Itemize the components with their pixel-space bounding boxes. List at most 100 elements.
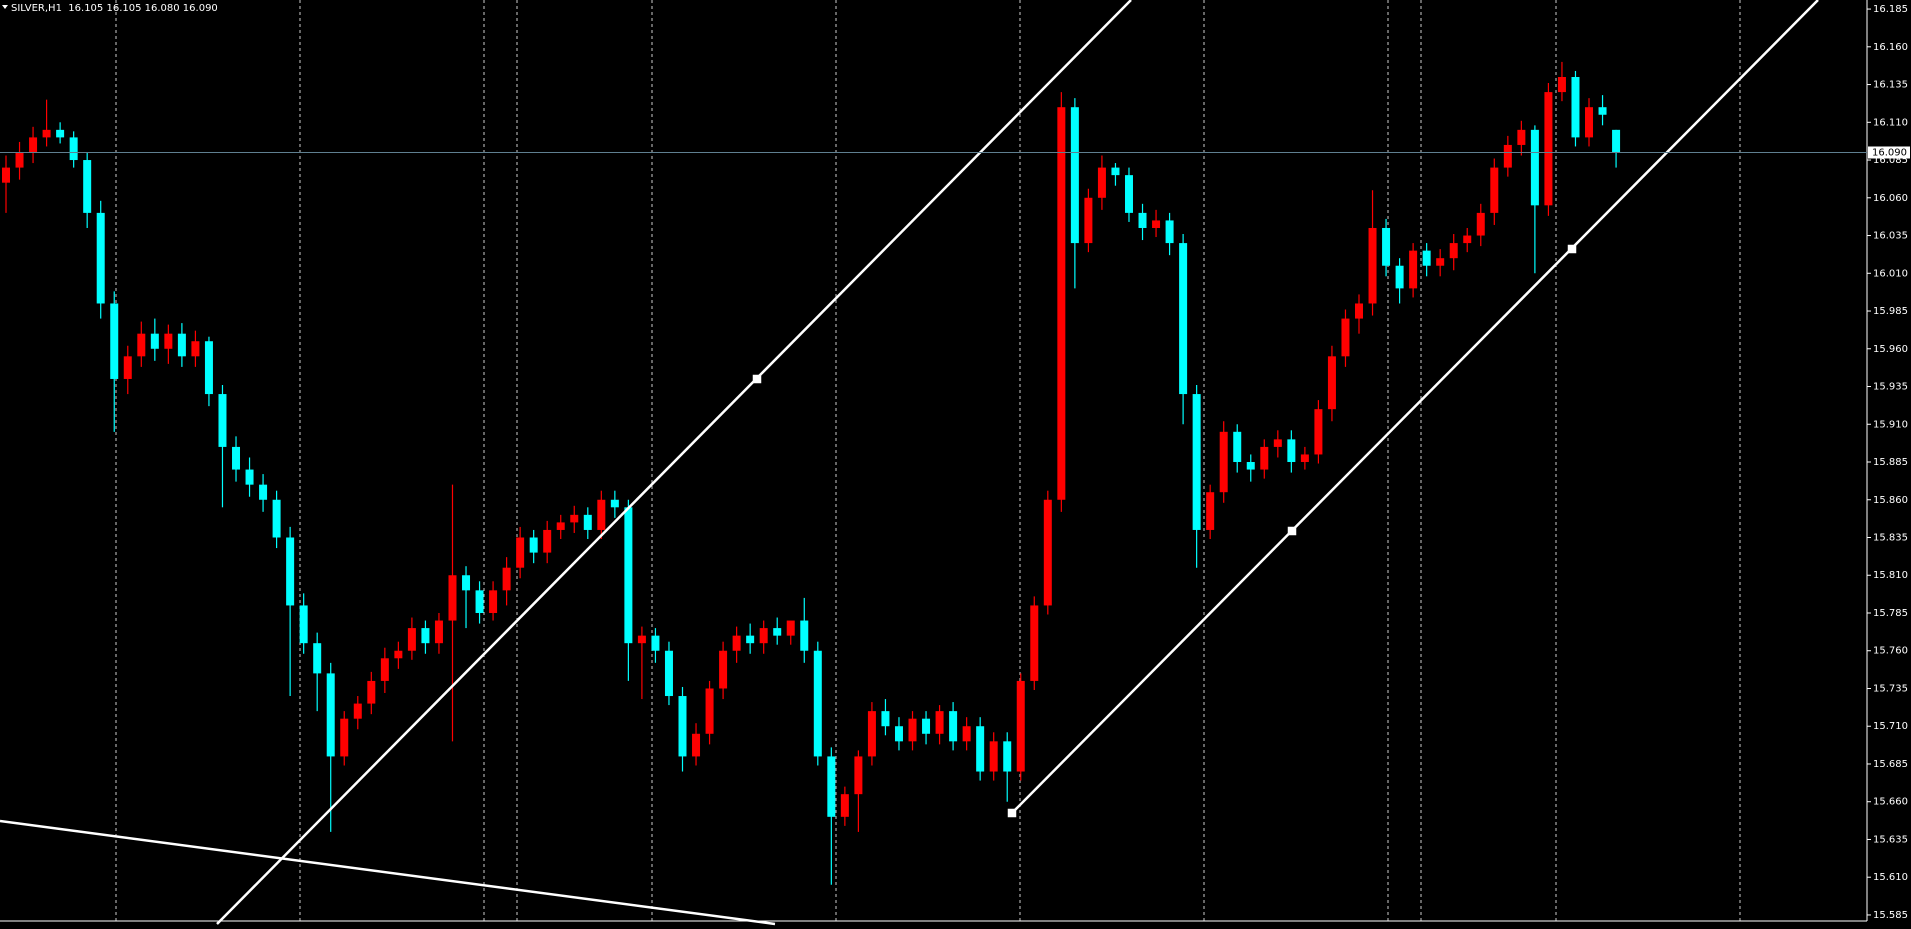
candle-body [150, 333, 159, 349]
y-tick-label: 16.085 [1873, 155, 1908, 166]
candle-body [1314, 409, 1323, 455]
menu-arrow[interactable] [2, 5, 8, 9]
candle-body [1476, 212, 1485, 236]
candle-body [1084, 197, 1093, 244]
candle-body [272, 499, 281, 538]
candle-body [1517, 129, 1526, 145]
y-tick-label: 16.135 [1873, 80, 1908, 91]
trendlines [0, 0, 1819, 926]
candle-body [1165, 220, 1174, 244]
candle-body [1612, 129, 1621, 153]
candle-body [394, 650, 403, 659]
candle-body [1070, 107, 1079, 244]
candle-body [719, 650, 728, 689]
candle-body [191, 341, 200, 357]
candle-body [69, 137, 78, 161]
candle-body [1422, 250, 1431, 266]
candle-body [773, 628, 782, 636]
candle-body [313, 643, 322, 674]
candle-body [1382, 227, 1391, 266]
current-price-label: 16.090 [1872, 147, 1907, 158]
current-price-box [1868, 146, 1910, 159]
candle-body [1003, 741, 1012, 772]
y-tick-label: 15.885 [1873, 457, 1908, 468]
candle-body [232, 446, 241, 470]
candle-body [326, 673, 335, 757]
candle-body [1449, 243, 1458, 259]
candle-body [448, 575, 457, 621]
candle-body [597, 499, 606, 530]
candle-body [813, 650, 822, 757]
candle-body [610, 499, 619, 508]
candle-body [1246, 462, 1255, 470]
candle-body [177, 333, 186, 357]
candle-body [502, 567, 511, 591]
y-tick-label: 15.660 [1873, 797, 1908, 808]
price-axis: 16.185 16.160 16.135 16.110 16.085 16.060 16.0… [1867, 4, 1908, 921]
candle-body [475, 590, 484, 613]
anchor [752, 374, 762, 384]
candle-body [1097, 167, 1106, 198]
candle-body [746, 635, 755, 644]
candle-body [1598, 107, 1607, 115]
candle-body [678, 696, 687, 757]
y-tick-label: 15.685 [1873, 759, 1908, 770]
candle-body [83, 160, 92, 213]
candle-body [42, 129, 51, 138]
y-tick-label: 15.710 [1873, 721, 1908, 732]
candle-body [894, 726, 903, 742]
candle-body [434, 620, 443, 644]
candle-body [1152, 220, 1161, 228]
candle-body [786, 620, 795, 636]
candle-body [935, 711, 944, 734]
candle-body [1138, 212, 1147, 228]
candle-body [421, 628, 430, 644]
candle-body [1219, 431, 1228, 493]
candle-body [164, 333, 173, 349]
candle-body [1544, 92, 1553, 206]
y-tick-label: 16.110 [1873, 117, 1908, 128]
candle-body [367, 680, 376, 704]
candle-body [664, 650, 673, 697]
candle-body [583, 514, 592, 530]
candle-body [1341, 318, 1350, 357]
y-tick-label: 15.760 [1873, 646, 1908, 657]
candle-body [1273, 439, 1282, 447]
y-tick-label: 15.735 [1873, 683, 1908, 694]
candle-body [110, 303, 119, 379]
y-tick-label: 15.810 [1873, 570, 1908, 581]
y-tick-label: 15.860 [1873, 495, 1908, 506]
candle-body [462, 575, 471, 591]
candle-body [1571, 77, 1580, 138]
candle-body [705, 688, 714, 734]
candle-body [1463, 235, 1472, 244]
candle-body [489, 590, 498, 613]
candle-body [1300, 454, 1309, 463]
candle-body [1368, 227, 1377, 304]
candle-body [299, 605, 308, 644]
candle-body [218, 394, 227, 447]
candle-body [2, 167, 10, 183]
candle-body [1043, 499, 1052, 606]
candle-body [353, 703, 362, 719]
y-tick-label: 15.585 [1873, 910, 1908, 921]
anchor [1287, 526, 1297, 536]
candle-body [976, 726, 985, 772]
candle-body [922, 718, 931, 734]
candle-body [56, 129, 65, 138]
trendline [1011, 0, 1819, 814]
candle-body [624, 507, 633, 644]
trendline [0, 819, 776, 926]
candle-body [516, 537, 525, 568]
candle-body [15, 152, 24, 168]
candle-body [949, 711, 958, 742]
candle-body [651, 635, 660, 651]
candle-body [1111, 167, 1120, 176]
candle-body [1260, 446, 1269, 470]
candle-body [1503, 144, 1512, 168]
y-tick-label: 16.060 [1873, 193, 1908, 204]
candle-body [854, 756, 863, 795]
candle-body [1355, 303, 1363, 319]
